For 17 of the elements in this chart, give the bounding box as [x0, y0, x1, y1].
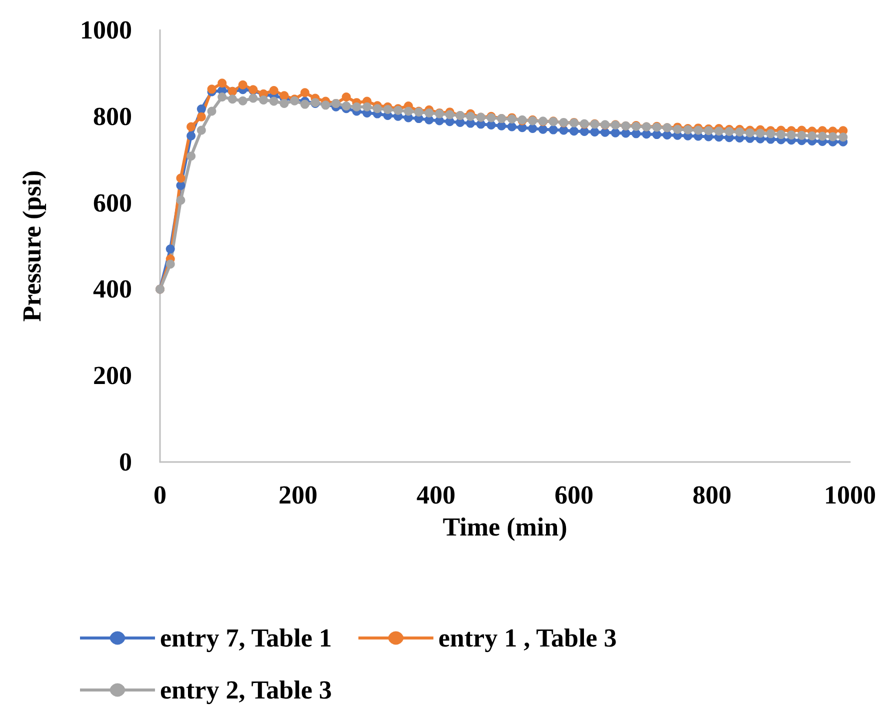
- legend-label: entry 7, Table 1: [160, 624, 332, 652]
- y-tick-label: 0: [119, 448, 132, 476]
- legend-label: entry 2, Table 3: [160, 676, 332, 704]
- x-tick-label: 600: [554, 480, 594, 510]
- y-axis-title: Pressure (psi): [18, 170, 46, 322]
- y-tick-label: 800: [93, 102, 132, 131]
- x-tick-label: 0: [154, 480, 166, 510]
- y-tick-label: 400: [93, 274, 132, 304]
- y-tick-label: 600: [93, 188, 132, 218]
- y-tick-label: 200: [93, 361, 132, 390]
- y-tick-label: 1000: [80, 16, 132, 44]
- x-tick-label: 1000: [824, 480, 876, 510]
- x-tick-label: 400: [416, 480, 456, 510]
- x-axis-title: Time (min): [442, 512, 568, 542]
- x-tick-label: 200: [278, 480, 318, 510]
- legend-label: entry 1 , Table 3: [438, 624, 617, 652]
- x-tick-label: 800: [692, 480, 732, 510]
